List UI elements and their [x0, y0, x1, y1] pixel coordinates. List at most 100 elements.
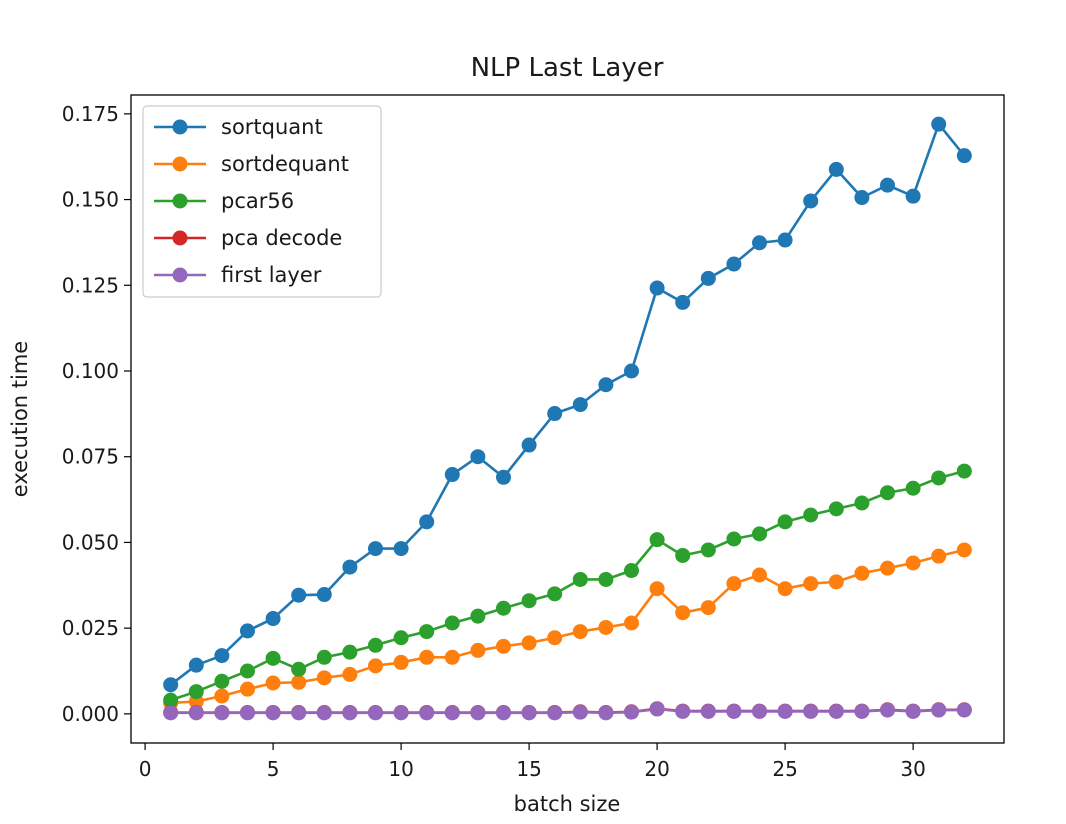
y-tick-label: 0.100 [62, 359, 119, 383]
legend: sortquant sortdequant pcar56 pca decode firs… [142, 105, 382, 298]
series-pcar56 [163, 463, 972, 708]
data-point-sortdequant [726, 576, 742, 592]
data-point-first-layer [316, 705, 332, 721]
data-point-first-layer [495, 705, 511, 721]
data-point-first-layer [777, 703, 793, 719]
data-point-sortdequant [419, 649, 435, 665]
data-point-sortdequant [265, 675, 281, 691]
series-line-sortdequant [170, 548, 965, 705]
data-point-sortquant [854, 190, 870, 206]
legend-label: pcar56 [221, 189, 294, 213]
data-point-sortdequant [291, 674, 307, 690]
data-point-sortquant [291, 587, 307, 603]
y-tick-label: 0.125 [62, 273, 119, 297]
data-point-sortdequant [752, 567, 768, 583]
data-point-sortquant [495, 469, 511, 485]
y-tick-label: 0.025 [62, 616, 119, 640]
data-point-pcar56 [521, 593, 537, 609]
x-axis: 0 5 10 15 20 25 30 [139, 743, 926, 781]
data-point-sortquant [342, 559, 358, 575]
data-point-sortdequant [905, 555, 921, 571]
data-point-first-layer [521, 705, 537, 721]
data-point-first-layer [624, 704, 640, 720]
data-point-sortdequant [649, 581, 665, 597]
legend-item-first-layer: first layer [154, 263, 322, 287]
data-point-sortquant [624, 363, 640, 379]
data-point-sortdequant [624, 615, 640, 631]
data-point-pcar56 [777, 514, 793, 530]
data-point-pcar56 [547, 586, 563, 602]
data-point-sortquant [188, 657, 204, 673]
data-point-first-layer [470, 705, 486, 721]
x-tick-label: 0 [139, 757, 152, 781]
data-point-sortdequant [521, 635, 537, 651]
data-point-sortdequant [931, 548, 947, 564]
data-point-sortdequant [956, 542, 972, 558]
data-point-first-layer [239, 705, 255, 721]
data-point-pcar56 [291, 661, 307, 677]
data-point-sortdequant [239, 681, 255, 697]
y-axis: 0.000 0.025 0.050 0.075 0.100 0.125 0.150 0.175 [62, 102, 131, 726]
data-point-pcar56 [495, 600, 511, 616]
data-point-sortquant [265, 611, 281, 627]
data-point-pcar56 [265, 650, 281, 666]
data-point-sortquant [163, 677, 179, 693]
y-axis-label: execution time [8, 341, 32, 497]
data-point-pcar56 [444, 615, 460, 631]
legend-marker [172, 156, 188, 172]
data-point-first-layer [547, 705, 563, 721]
data-point-sortquant [239, 623, 255, 639]
data-point-sortquant [470, 449, 486, 465]
data-point-sortquant [828, 161, 844, 177]
data-point-sortquant [419, 514, 435, 530]
data-point-sortquant [675, 294, 691, 310]
data-point-first-layer [342, 705, 358, 721]
data-point-first-layer [214, 705, 230, 721]
data-point-first-layer [265, 705, 281, 721]
data-point-pcar56 [624, 563, 640, 579]
legend-marker [172, 193, 188, 209]
legend-box [142, 105, 382, 298]
data-point-pcar56 [188, 684, 204, 700]
data-point-first-layer [367, 705, 383, 721]
data-point-sortdequant [880, 560, 896, 576]
data-point-sortdequant [495, 638, 511, 654]
x-tick-label: 30 [900, 757, 925, 781]
series-line-pcar56 [170, 469, 965, 702]
y-tick-label: 0.000 [62, 702, 119, 726]
data-point-sortdequant [316, 670, 332, 686]
data-point-sortquant [444, 467, 460, 483]
series-first-layer [163, 701, 972, 721]
data-point-pcar56 [649, 532, 665, 548]
data-point-sortdequant [777, 581, 793, 597]
x-tick-label: 20 [644, 757, 669, 781]
data-point-pcar56 [393, 630, 409, 646]
data-point-first-layer [905, 703, 921, 719]
x-axis-label: batch size [514, 792, 621, 816]
x-tick-label: 15 [516, 757, 541, 781]
data-point-first-layer [291, 705, 307, 721]
y-tick-label: 0.050 [62, 530, 119, 554]
data-point-pcar56 [239, 663, 255, 679]
x-tick-label: 25 [772, 757, 797, 781]
data-point-sortquant [803, 193, 819, 209]
data-point-sortquant [726, 256, 742, 272]
data-point-first-layer [752, 703, 768, 719]
x-tick-label: 5 [267, 757, 280, 781]
data-point-first-layer [854, 703, 870, 719]
data-point-sortquant [572, 397, 588, 413]
data-point-pcar56 [828, 501, 844, 517]
data-point-pcar56 [726, 531, 742, 547]
data-point-pcar56 [214, 673, 230, 689]
data-point-first-layer [572, 704, 588, 720]
plot-frame [130, 94, 1005, 744]
data-point-pcar56 [163, 692, 179, 708]
y-tick-label: 0.175 [62, 102, 119, 126]
legend-item-sortdequant: sortdequant [154, 152, 349, 176]
data-point-pcar56 [342, 644, 358, 660]
legend-item-pcar56: pcar56 [154, 189, 294, 213]
data-point-first-layer [956, 702, 972, 718]
legend-item-sortquant: sortquant [154, 115, 323, 139]
data-point-sortquant [956, 148, 972, 164]
legend-label: sortquant [221, 115, 323, 139]
